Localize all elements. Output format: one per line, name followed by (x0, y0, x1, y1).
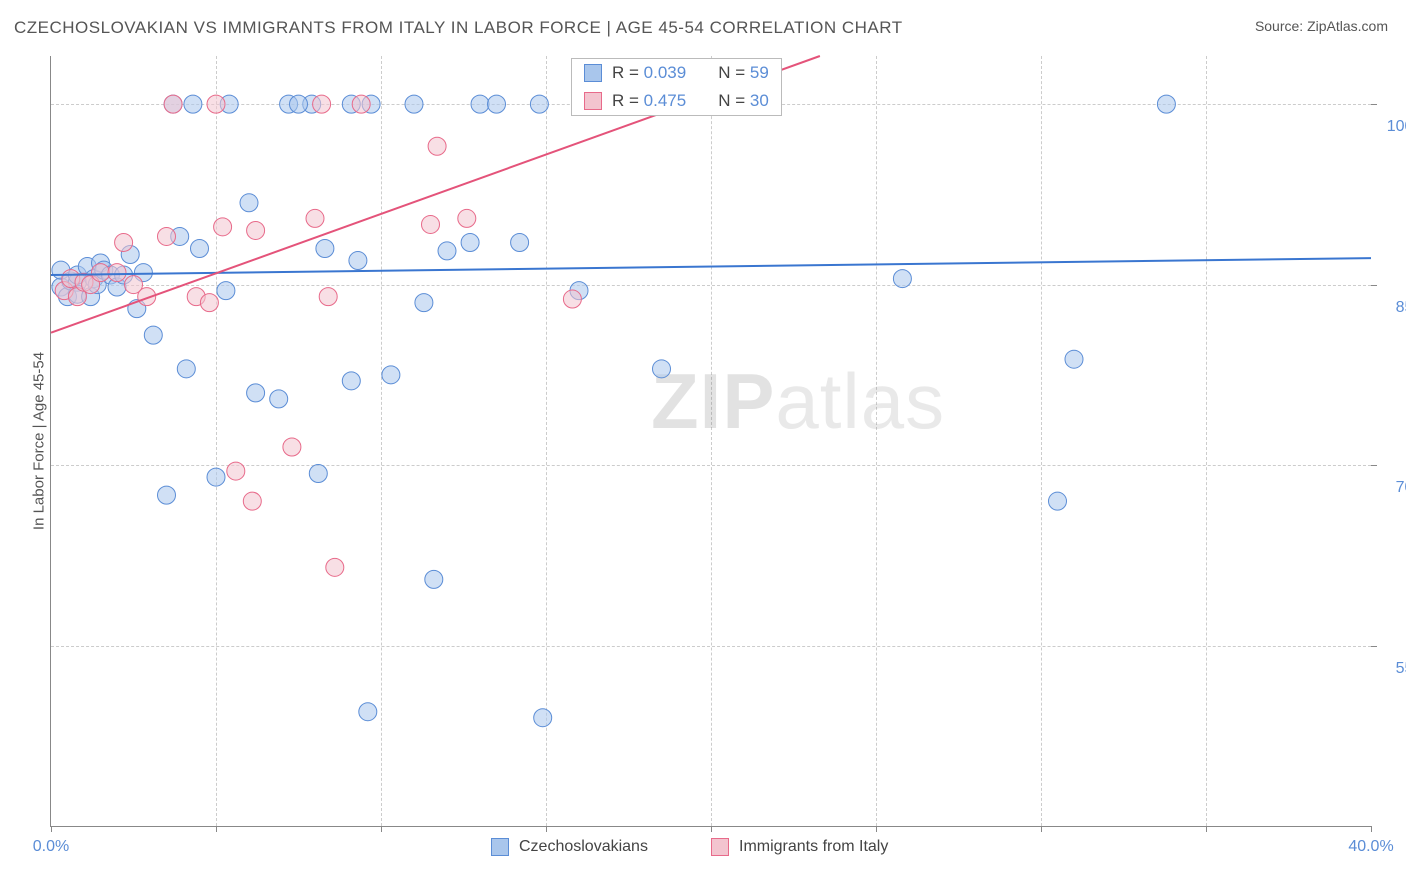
scatter-point (415, 294, 433, 312)
scatter-point (247, 384, 265, 402)
scatter-point (108, 264, 126, 282)
y-tick (1371, 465, 1377, 466)
scatter-point (177, 360, 195, 378)
scatter-point (240, 194, 258, 212)
scatter-point (227, 462, 245, 480)
scatter-point (893, 270, 911, 288)
scatter-point (184, 95, 202, 113)
stats-r-label: R = 0.039 (612, 63, 686, 83)
scatter-point (270, 390, 288, 408)
plot-area: In Labor Force | Age 45-54 55.0%70.0%85.… (50, 56, 1371, 827)
scatter-point (359, 703, 377, 721)
scatter-svg (51, 56, 1371, 826)
legend-swatch-1 (491, 838, 509, 856)
scatter-point (191, 240, 209, 258)
y-tick-label: 85.0% (1396, 299, 1406, 317)
x-tick-label: 40.0% (1348, 838, 1393, 856)
x-tick (1041, 826, 1042, 832)
scatter-point (144, 326, 162, 344)
y-tick-label: 55.0% (1396, 660, 1406, 678)
scatter-point (563, 290, 581, 308)
scatter-point (461, 233, 479, 251)
scatter-point (349, 252, 367, 270)
scatter-point (319, 288, 337, 306)
scatter-point (471, 95, 489, 113)
scatter-point (653, 360, 671, 378)
scatter-point (306, 209, 324, 227)
scatter-point (214, 218, 232, 236)
legend-item-2: Immigrants from Italy (711, 838, 888, 856)
scatter-point (207, 95, 225, 113)
y-tick (1371, 104, 1377, 105)
scatter-point (92, 264, 110, 282)
stats-r-label: R = 0.475 (612, 91, 686, 111)
legend-swatch-2 (711, 838, 729, 856)
y-tick-label: 100.0% (1387, 118, 1406, 136)
scatter-point (158, 227, 176, 245)
correlation-stats-box: R = 0.039 N = 59 R = 0.475 N = 30 (571, 58, 782, 116)
x-tick (381, 826, 382, 832)
scatter-point (511, 233, 529, 251)
legend-label-2: Immigrants from Italy (739, 838, 888, 856)
stats-row: R = 0.475 N = 30 (572, 87, 781, 115)
scatter-point (217, 282, 235, 300)
x-tick (216, 826, 217, 832)
scatter-point (309, 464, 327, 482)
scatter-point (422, 215, 440, 233)
scatter-point (438, 242, 456, 260)
scatter-point (1157, 95, 1175, 113)
scatter-point (488, 95, 506, 113)
x-tick-label: 0.0% (33, 838, 69, 856)
scatter-point (534, 709, 552, 727)
scatter-point (164, 95, 182, 113)
source-label: Source: ZipAtlas.com (1255, 18, 1388, 34)
scatter-point (158, 486, 176, 504)
scatter-point (313, 95, 331, 113)
scatter-point (200, 294, 218, 312)
scatter-point (115, 233, 133, 251)
legend-label-1: Czechoslovakians (519, 838, 648, 856)
scatter-point (290, 95, 308, 113)
x-tick (1371, 826, 1372, 832)
stats-swatch (584, 92, 602, 110)
stats-n-label: N = 30 (718, 91, 769, 111)
x-tick (51, 826, 52, 832)
y-tick (1371, 646, 1377, 647)
scatter-point (342, 372, 360, 390)
scatter-point (207, 468, 225, 486)
x-tick (711, 826, 712, 832)
stats-row: R = 0.039 N = 59 (572, 59, 781, 87)
scatter-point (247, 221, 265, 239)
scatter-point (326, 558, 344, 576)
scatter-point (316, 240, 334, 258)
y-tick (1371, 285, 1377, 286)
stats-n-label: N = 59 (718, 63, 769, 83)
scatter-point (1065, 350, 1083, 368)
scatter-point (352, 95, 370, 113)
scatter-point (458, 209, 476, 227)
scatter-point (425, 570, 443, 588)
y-tick-label: 70.0% (1396, 479, 1406, 497)
stats-swatch (584, 64, 602, 82)
y-axis-label: In Labor Force | Age 45-54 (31, 352, 48, 530)
scatter-point (428, 137, 446, 155)
legend-item-1: Czechoslovakians (491, 838, 648, 856)
x-tick (546, 826, 547, 832)
scatter-point (530, 95, 548, 113)
chart-title: CZECHOSLOVAKIAN VS IMMIGRANTS FROM ITALY… (14, 18, 903, 38)
scatter-point (382, 366, 400, 384)
scatter-point (243, 492, 261, 510)
scatter-point (405, 95, 423, 113)
scatter-point (1049, 492, 1067, 510)
scatter-point (283, 438, 301, 456)
x-tick (1206, 826, 1207, 832)
x-tick (876, 826, 877, 832)
